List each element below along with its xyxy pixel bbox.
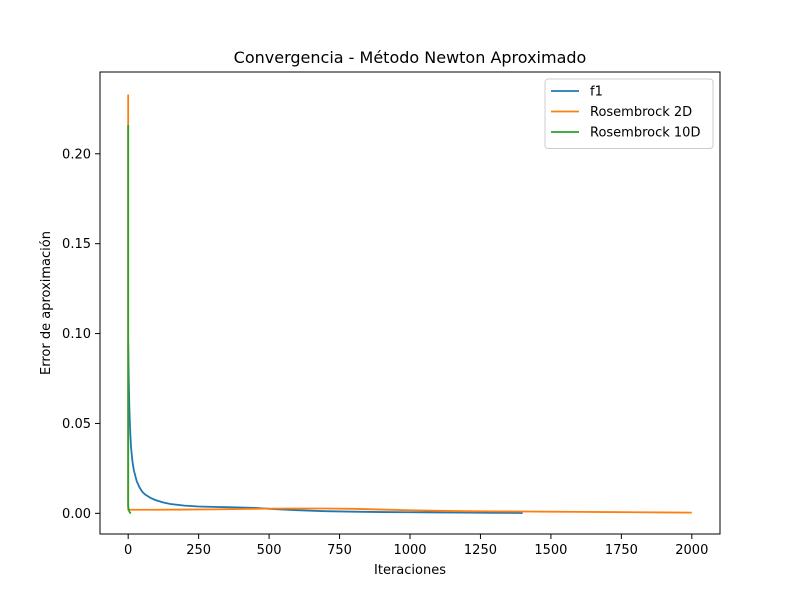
legend-label-1: Rosembrock 2D [590, 105, 692, 120]
y-axis-ticks: 0.00 0.05 0.10 0.15 0.20 [62, 147, 100, 522]
series-layer [127, 94, 692, 515]
x-tick-label: 1750 [605, 543, 638, 558]
y-tick-label: 0.15 [62, 237, 91, 252]
series-line-1 [127, 94, 692, 514]
x-tick-label: 1000 [393, 543, 426, 558]
x-axis-ticks: 0 250 500 750 1000 1250 1500 1750 2000 [124, 534, 708, 558]
y-axis-label: Error de aproximación [39, 231, 54, 375]
x-tick-label: 0 [124, 543, 132, 558]
y-tick-label: 0.20 [62, 147, 91, 162]
y-tick-label: 0.00 [62, 507, 91, 522]
series-line-2 [127, 125, 132, 515]
chart-title: Convergencia - Método Newton Aproximado [234, 48, 587, 67]
y-tick-label: 0.05 [62, 417, 91, 432]
y-tick-label: 0.10 [62, 327, 91, 342]
x-tick-label: 2000 [675, 543, 708, 558]
legend-box [544, 78, 714, 149]
legend-label-2: Rosembrock 10D [590, 126, 700, 141]
x-tick-label: 1250 [464, 543, 497, 558]
x-tick-label: 500 [257, 543, 282, 558]
x-tick-label: 1500 [534, 543, 567, 558]
x-tick-label: 250 [186, 543, 211, 558]
x-tick-label: 750 [327, 543, 352, 558]
legend: f1 Rosembrock 2D Rosembrock 10D [544, 78, 714, 149]
x-axis-label: Iteraciones [374, 563, 446, 578]
series-line-0 [127, 342, 523, 514]
legend-label-0: f1 [590, 85, 603, 100]
